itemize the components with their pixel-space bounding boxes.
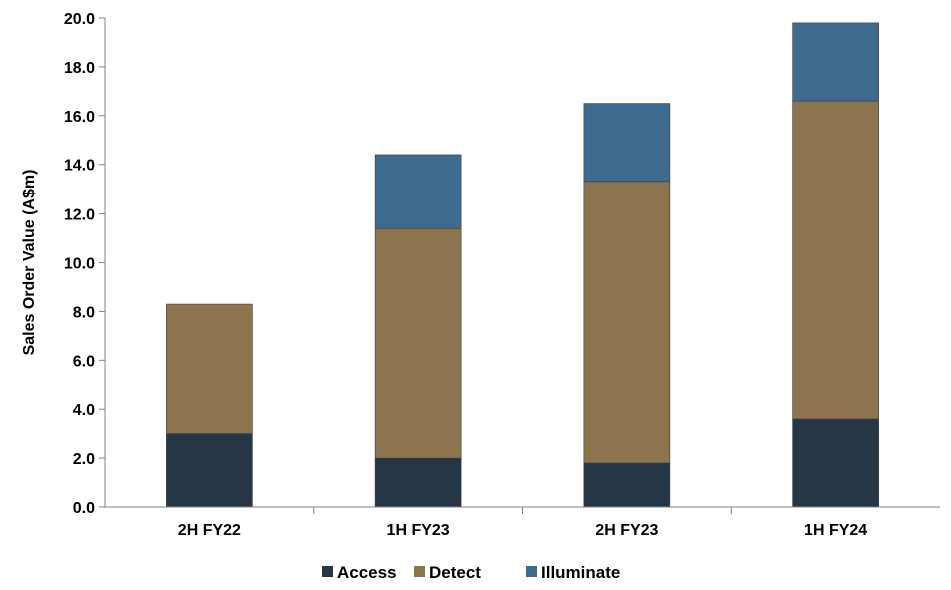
bar-illuminate-3 <box>792 22 879 102</box>
bar-detect-1 <box>374 227 462 459</box>
y-axis-ticks: 0.0 2.0 4.0 6.0 8.0 10.0 12.0 14.0 16.0 18.0 20.0 <box>64 11 105 517</box>
bar-detect-2 <box>583 181 671 464</box>
x-tick-label: 1H FY24 <box>804 522 867 539</box>
bar-access-3 <box>792 418 879 508</box>
bar-access-0 <box>166 433 253 508</box>
x-tick-label: 2H FY23 <box>595 522 658 539</box>
legend-label-access: Access <box>337 563 397 582</box>
y-tick-label: 2.0 <box>73 451 95 468</box>
bar-illuminate-2 <box>583 103 671 183</box>
y-tick-label: 8.0 <box>73 304 95 321</box>
y-tick-label: 0.0 <box>73 500 95 517</box>
y-tick-label: 16.0 <box>64 109 95 126</box>
bar-access-1 <box>374 457 462 508</box>
legend-label-detect: Detect <box>429 563 481 582</box>
x-tick-label: 2H FY22 <box>178 522 241 539</box>
bar-access-2 <box>583 462 671 508</box>
y-axis-title: Sales Order Value (A$m) <box>21 170 38 356</box>
legend: Access Detect Illuminate <box>322 563 620 582</box>
bar-detect-3 <box>792 100 879 420</box>
legend-label-illuminate: Illuminate <box>541 563 620 582</box>
y-tick-label: 20.0 <box>64 11 95 28</box>
y-tick-label: 18.0 <box>64 60 95 77</box>
legend-swatch-access <box>322 566 333 577</box>
x-tick-label: 1H FY23 <box>387 522 450 539</box>
bar-illuminate-1 <box>374 154 462 229</box>
y-tick-label: 6.0 <box>73 353 95 370</box>
x-axis-labels: 2H FY22 1H FY23 2H FY23 1H FY24 <box>178 507 867 539</box>
legend-swatch-illuminate <box>526 566 537 577</box>
bars <box>166 22 879 508</box>
y-tick-label: 14.0 <box>64 158 95 175</box>
y-tick-label: 12.0 <box>64 207 95 224</box>
legend-swatch-detect <box>414 566 425 577</box>
y-tick-label: 10.0 <box>64 256 95 273</box>
y-tick-label: 4.0 <box>73 402 95 419</box>
bar-detect-0 <box>166 303 253 434</box>
